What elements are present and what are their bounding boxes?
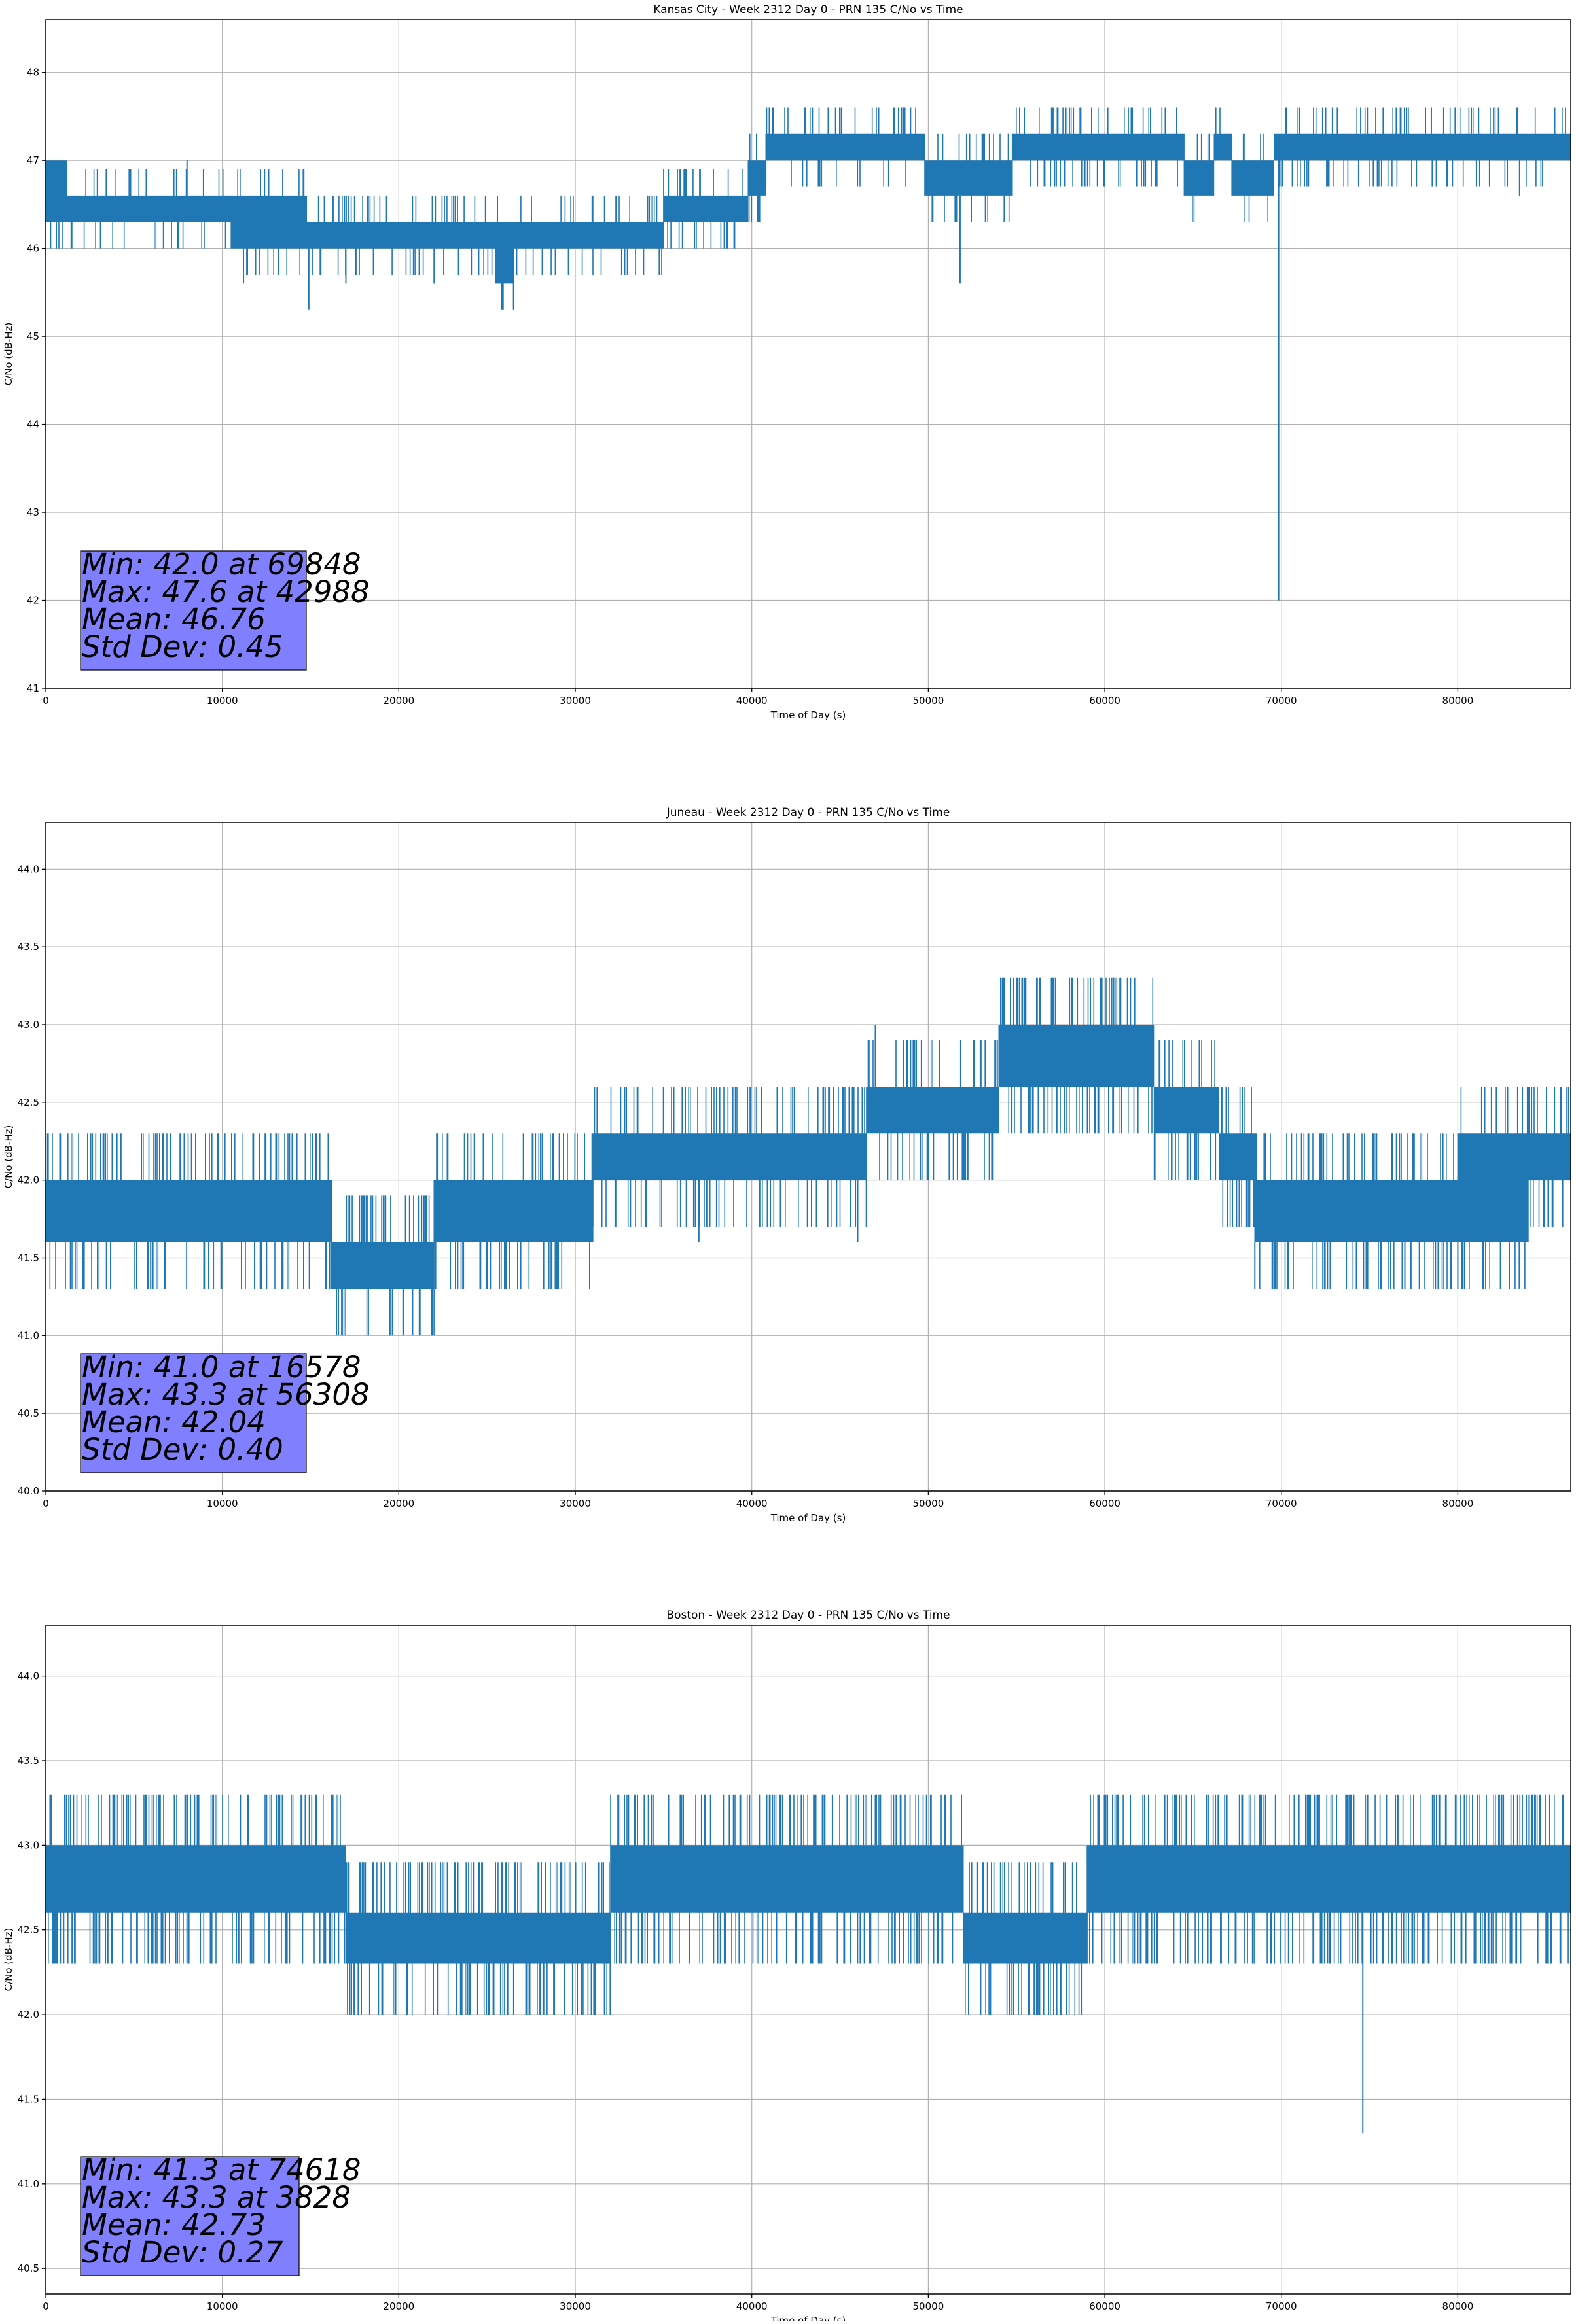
x-tick-label: 80000 xyxy=(1442,695,1474,707)
y-tick-label: 42.5 xyxy=(18,1924,39,1936)
stats-line: Max: 43.3 at 3828 xyxy=(82,2180,351,2215)
y-tick-label: 43.5 xyxy=(18,941,39,953)
y-axis-label: C/No (dB-Hz) xyxy=(3,323,14,386)
stats-line: Mean: 42.73 xyxy=(82,2208,266,2242)
y-tick-label: 40.5 xyxy=(18,2262,39,2274)
chart-title: Kansas City - Week 2312 Day 0 - PRN 135 … xyxy=(653,3,963,16)
stats-line: Std Dev: 0.40 xyxy=(82,1432,283,1467)
y-tick-label: 41 xyxy=(27,682,39,694)
x-tick-label: 50000 xyxy=(913,2300,944,2312)
x-tick-label: 20000 xyxy=(383,2300,414,2312)
x-tick-label: 60000 xyxy=(1089,1498,1120,1509)
chart-title: Juneau - Week 2312 Day 0 - PRN 135 C/No … xyxy=(666,806,950,819)
x-tick-label: 80000 xyxy=(1442,1498,1474,1509)
y-tick-label: 45 xyxy=(27,330,39,342)
chart-panel-1: 0 10000 20000 30000 40000 50000 60000 70000 8000… xyxy=(3,806,1571,1524)
y-tick-label: 42.0 xyxy=(18,1174,39,1186)
x-tick-label: 50000 xyxy=(913,1498,944,1509)
stats-line: Max: 43.3 at 56308 xyxy=(82,1377,370,1412)
y-tick-label: 40.0 xyxy=(18,1485,39,1497)
y-tick-label: 41.0 xyxy=(18,2178,39,2190)
y-tick-label: 43.0 xyxy=(18,1019,39,1030)
y-tick-label: 44.0 xyxy=(18,1670,39,1682)
chart-title: Boston - Week 2312 Day 0 - PRN 135 C/No … xyxy=(666,1609,950,1622)
chart-panel-0: 0 10000 20000 30000 40000 50000 60000 70000 8000… xyxy=(3,3,1571,721)
x-tick-label: 50000 xyxy=(913,695,944,707)
y-tick-label: 41.0 xyxy=(18,1329,39,1341)
stats-line: Mean: 46.76 xyxy=(82,602,266,637)
x-axis-label: Time of Day (s) xyxy=(770,709,846,721)
stats-box xyxy=(80,2156,300,2276)
stats-line: Min: 41.3 at 74618 xyxy=(82,2153,361,2187)
x-tick-label: 70000 xyxy=(1266,2300,1297,2312)
y-tick-label: 42.5 xyxy=(18,1097,39,1108)
y-axis-label: C/No (dB-Hz) xyxy=(3,1928,14,1992)
chart-panel-2: 0 10000 20000 30000 40000 50000 60000 70000 8000… xyxy=(3,1609,1571,2324)
y-tick-label: 43 xyxy=(27,506,39,518)
y-tick-label: 41.5 xyxy=(18,1252,39,1263)
x-tick-label: 10000 xyxy=(207,2300,238,2312)
x-tick-label: 0 xyxy=(43,1498,49,1509)
y-tick-label: 42.0 xyxy=(18,2009,39,2020)
stats-line: Std Dev: 0.45 xyxy=(82,629,283,664)
plot-frame xyxy=(45,1625,1571,2295)
x-tick-label: 80000 xyxy=(1442,2300,1474,2312)
y-tick-label: 48 xyxy=(27,67,39,79)
y-tick-label: 44 xyxy=(27,419,39,431)
x-axis-label: Time of Day (s) xyxy=(770,1512,846,1524)
x-tick-label: 10000 xyxy=(207,1498,238,1509)
series-band xyxy=(45,107,1571,310)
stats-box xyxy=(80,550,307,671)
x-tick-label: 30000 xyxy=(560,2300,591,2312)
stats-line: Mean: 42.04 xyxy=(82,1405,266,1439)
x-tick-label: 70000 xyxy=(1266,695,1297,707)
stats-box xyxy=(80,1353,307,1473)
plot-frame xyxy=(45,822,1571,1492)
y-tick-label: 46 xyxy=(27,243,39,255)
stats-line: Min: 41.0 at 16578 xyxy=(82,1350,361,1384)
plot-frame xyxy=(45,19,1571,689)
y-tick-label: 42 xyxy=(27,595,39,607)
y-axis-label: C/No (dB-Hz) xyxy=(3,1125,14,1189)
x-axis-label: Time of Day (s) xyxy=(770,2315,846,2321)
x-tick-label: 60000 xyxy=(1089,2300,1120,2312)
y-tick-label: 47 xyxy=(27,154,39,166)
x-tick-label: 20000 xyxy=(383,1498,414,1509)
x-tick-label: 40000 xyxy=(736,695,768,707)
x-tick-label: 40000 xyxy=(736,2300,768,2312)
series-band xyxy=(45,1794,1571,2015)
x-tick-label: 60000 xyxy=(1089,695,1120,707)
stats-line: Max: 47.6 at 42988 xyxy=(82,574,370,609)
x-tick-label: 30000 xyxy=(560,1498,591,1509)
series-band xyxy=(45,977,1571,1336)
x-tick-label: 70000 xyxy=(1266,1498,1297,1509)
y-tick-label: 43.5 xyxy=(18,1755,39,1767)
x-tick-label: 0 xyxy=(43,2300,49,2312)
x-tick-label: 20000 xyxy=(383,695,414,707)
stats-line: Std Dev: 0.27 xyxy=(82,2235,283,2270)
y-tick-label: 43.0 xyxy=(18,1839,39,1851)
stats-line: Min: 42.0 at 69848 xyxy=(82,547,361,582)
y-tick-label: 40.5 xyxy=(18,1407,39,1419)
x-tick-label: 40000 xyxy=(736,1498,768,1509)
y-tick-label: 41.5 xyxy=(18,2093,39,2105)
y-tick-label: 44.0 xyxy=(18,863,39,875)
x-tick-label: 0 xyxy=(43,695,49,707)
x-tick-label: 30000 xyxy=(560,695,591,707)
x-tick-label: 10000 xyxy=(207,695,238,707)
